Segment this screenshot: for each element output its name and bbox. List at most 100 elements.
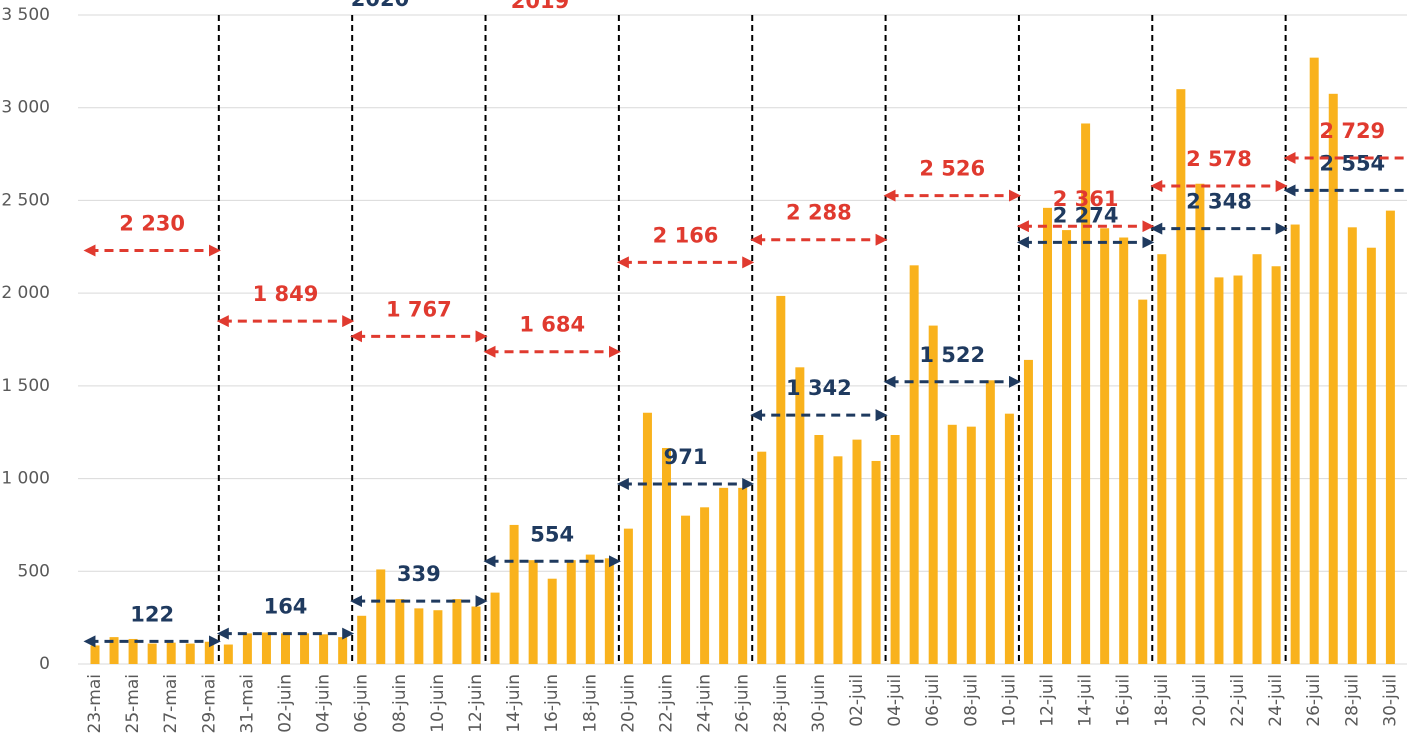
week-label: 2 554 (1319, 151, 1385, 175)
y-tick-label: 2 500 (1, 190, 50, 210)
bar (547, 578, 557, 664)
week-label: 1 522 (919, 343, 985, 367)
bar (204, 641, 214, 664)
y-tick-label: 1 000 (1, 469, 50, 489)
bar (1366, 247, 1376, 664)
week-label: 2 526 (919, 157, 985, 181)
bar (623, 528, 633, 664)
grid: 0 500 1 000 1 500 2 000 2 500 3 000 3 500 (1, 5, 1407, 674)
bar (642, 412, 652, 664)
x-tick-label: 16-juin (542, 674, 562, 733)
bar (147, 643, 157, 664)
bar (528, 560, 538, 664)
y-tick-label: 1 500 (1, 376, 50, 396)
bar (1100, 228, 1110, 664)
x-tick-label: 14-juil (1076, 674, 1096, 727)
week-label: 1 342 (786, 376, 852, 400)
x-tick-label: 27-mai (161, 674, 181, 733)
x-tick-label: 02-juin (276, 674, 296, 733)
bar (1043, 207, 1052, 665)
bar (814, 434, 824, 664)
x-tick-label: 28-juin (771, 674, 791, 733)
x-tick-label: 12-juin (466, 674, 486, 733)
x-tick-label: 04-juil (885, 674, 905, 727)
x-tick-label: 24-juil (1266, 674, 1286, 727)
week-label: 2 166 (653, 223, 719, 247)
bar (1309, 57, 1319, 665)
bar (1214, 277, 1224, 664)
bar (90, 645, 100, 664)
bar (871, 460, 881, 664)
x-tick-label: 02-juil (847, 674, 867, 727)
bar (1157, 254, 1167, 664)
week-label: 2 578 (1186, 147, 1252, 171)
x-tick-label: 10-juil (999, 674, 1019, 727)
bar (1138, 299, 1148, 664)
bar (281, 633, 290, 664)
bar (319, 634, 329, 664)
bars: 23-mai 25-mai 27-mai 29-mai 31-mai 02-juin 04-… (85, 57, 1400, 733)
week-label: 1 684 (519, 313, 585, 337)
bar (1290, 224, 1300, 664)
bar (357, 615, 367, 664)
x-tick-label: 06-juin (352, 674, 372, 733)
bar (1385, 210, 1395, 664)
bar (1062, 230, 1072, 664)
bar (1176, 89, 1186, 664)
x-tick-label: 31-mai (237, 674, 257, 733)
bar (1328, 93, 1338, 665)
bar (719, 487, 729, 664)
y-tick-label: 2 000 (1, 283, 50, 303)
bar (604, 558, 614, 664)
bar (585, 554, 595, 664)
x-tick-label: 24-juin (695, 674, 715, 733)
bar (947, 424, 957, 664)
week-label: 1 849 (253, 282, 319, 306)
week-label: 2 230 (119, 211, 185, 235)
x-tick-label: 22-juin (657, 674, 677, 733)
bar (566, 560, 576, 664)
bar (700, 507, 710, 664)
bar (833, 456, 843, 664)
bar (1023, 359, 1033, 664)
bar (738, 487, 748, 664)
bar (985, 380, 995, 664)
bar (471, 606, 481, 664)
x-tick-label: 06-juil (923, 674, 943, 727)
x-tick-label: 08-juin (390, 674, 410, 733)
y-tick-label: 3 000 (1, 98, 50, 118)
bar (109, 637, 119, 664)
x-tick-label: 26-juil (1304, 674, 1324, 727)
y-tick-label: 500 (18, 561, 50, 581)
x-tick-label: 12-juil (1038, 674, 1058, 727)
bar (509, 524, 519, 664)
x-tick-label: 16-juil (1114, 674, 1134, 727)
bar (128, 638, 138, 664)
x-tick-label: 22-juil (1228, 674, 1248, 727)
bar (166, 642, 176, 664)
y-tick-label: 0 (39, 654, 50, 674)
x-tick-label: 18-juin (580, 674, 600, 733)
bar (795, 367, 805, 664)
bar (490, 592, 500, 664)
x-tick-label: 26-juin (733, 674, 753, 733)
bar (928, 325, 938, 664)
bar (1004, 413, 1014, 664)
x-tick-label: 28-juil (1342, 674, 1362, 727)
bar (261, 632, 271, 664)
bar (776, 295, 786, 664)
bar (1195, 183, 1205, 665)
bar (223, 644, 233, 664)
bar (662, 447, 671, 664)
bar (757, 451, 767, 664)
bar (376, 569, 386, 664)
week-label: 339 (397, 562, 441, 586)
bar (452, 599, 462, 664)
bar (242, 633, 252, 664)
x-tick-label: 18-juil (1152, 674, 1172, 727)
x-tick-label: 20-juin (618, 674, 638, 733)
x-tick-label: 08-juil (961, 674, 981, 727)
x-tick-label: 10-juin (428, 674, 448, 733)
x-tick-label: 30-juin (809, 674, 829, 733)
bar (1119, 237, 1129, 664)
